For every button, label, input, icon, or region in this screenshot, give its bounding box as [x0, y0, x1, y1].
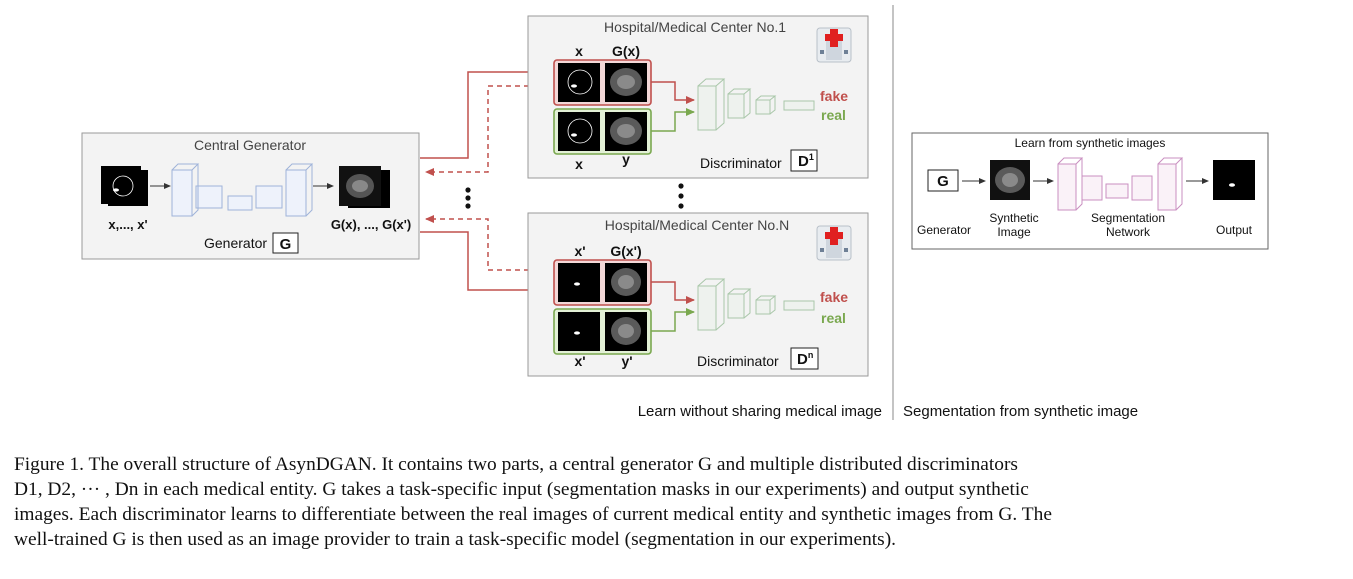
h1-disc-label: Discriminator	[700, 155, 782, 171]
hn-fake-label: fake	[820, 289, 848, 305]
caption-line-2: D1, D2, ··· , Dn in each medical entity.…	[14, 479, 1029, 500]
bottom-left-label: Learn without sharing medical image	[638, 403, 882, 420]
caption-line-3: images. Each discriminator learns to dif…	[14, 504, 1052, 525]
segmentation-panel: Learn from synthetic images G Generator …	[911, 132, 1269, 250]
h1-disc-sup: 1	[809, 152, 814, 162]
discriminator-1-network	[697, 78, 815, 131]
hn-disc-symbol: D	[797, 351, 808, 368]
seg-synthetic-line1: Synthetic	[989, 211, 1038, 225]
svg-text:D1: D1	[798, 152, 814, 170]
svg-text:Dn: Dn	[797, 350, 813, 368]
seg-output-image	[1213, 160, 1255, 200]
hn-top-col2: G(x')	[610, 243, 641, 259]
hospital-icon	[816, 27, 852, 63]
caption-line-1: Figure 1. The overall structure of AsynD…	[14, 454, 1018, 475]
input-mask-front	[101, 166, 141, 204]
hn-disc-sup: n	[808, 350, 814, 360]
hn-real-label: real	[821, 310, 846, 326]
hn-bottom-col2: y'	[621, 353, 632, 369]
generator-network	[171, 163, 314, 217]
generator-symbol-box	[272, 232, 299, 254]
h1-top-col1: x	[575, 43, 583, 59]
input-label: x,..., x'	[108, 217, 147, 232]
hospital-n-panel: Hospital/Medical Center No.N x' G(x') x'…	[527, 212, 869, 377]
h1-bottom-col2: y	[622, 151, 630, 167]
hn-bottom-col1: x'	[574, 353, 585, 369]
connection-arrows	[420, 68, 556, 294]
seg-network-line2: Network	[1106, 225, 1151, 239]
seg-generator-symbol: G	[937, 173, 949, 190]
hospital-icon	[816, 225, 852, 261]
caption-label: Figure 1.	[14, 454, 85, 475]
discriminator-n-network	[697, 278, 815, 331]
central-generator-panel: Central Generator x,..., x' G(x), ..., G…	[81, 132, 420, 260]
h1-disc-symbol: D	[798, 153, 809, 170]
generator-label: Generator	[204, 235, 267, 251]
hn-disc-symbol-box	[790, 347, 819, 370]
hospital-n-title: Hospital/Medical Center No.N	[605, 217, 789, 233]
output-label: G(x), ..., G(x')	[331, 217, 411, 232]
seg-generator-box	[927, 169, 959, 192]
h1-bottom-col1: x	[575, 156, 583, 172]
segmentation-title: Learn from synthetic images	[1015, 136, 1166, 150]
segmentation-network	[1057, 157, 1184, 211]
generator-symbol: G	[280, 236, 292, 253]
hospital-1-title: Hospital/Medical Center No.1	[604, 19, 786, 35]
h1-fake-label: fake	[820, 88, 848, 104]
seg-synthetic-line2: Image	[997, 225, 1031, 239]
hn-disc-label: Discriminator	[697, 353, 779, 369]
seg-generator-label: Generator	[917, 223, 971, 237]
h1-top-col2: G(x)	[612, 43, 640, 59]
hn-top-col1: x'	[574, 243, 585, 259]
ellipsis-dots-center	[465, 187, 471, 209]
bottom-right-label: Segmentation from synthetic image	[903, 403, 1138, 420]
seg-network-line1: Segmentation	[1091, 211, 1165, 225]
hospital-1-panel: Hospital/Medical Center No.1 x G(x) x y	[527, 15, 869, 179]
ellipsis-dots-hospitals	[678, 183, 684, 209]
h1-disc-symbol-box	[790, 149, 818, 172]
seg-output-label: Output	[1216, 223, 1253, 237]
h1-real-label: real	[821, 107, 846, 123]
central-generator-title: Central Generator	[194, 137, 306, 153]
figure-caption: Figure 1. The overall structure of AsynD…	[14, 452, 1339, 552]
caption-line-4: well-trained G is then used as an image …	[14, 529, 896, 550]
